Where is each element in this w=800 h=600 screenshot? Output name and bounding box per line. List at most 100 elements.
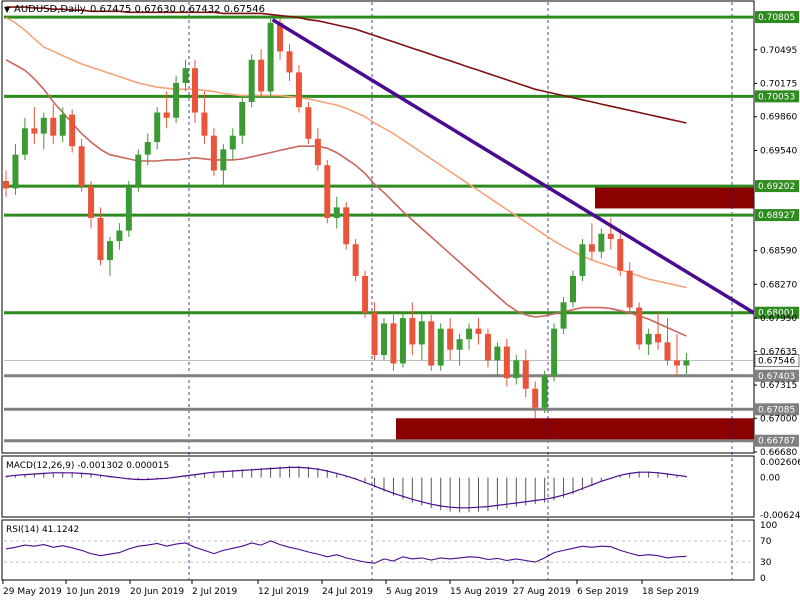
candle-body-6: [59, 114, 66, 136]
rsi-tick-label-2: 30: [760, 558, 772, 568]
level-label-3: 0.68927: [758, 211, 795, 221]
price-tick-label-5: 0.68270: [760, 280, 797, 290]
level-label-4: 0.68001: [758, 309, 795, 319]
date-axis: 29 May 2019 10 Jun 2019 20 Jun 2019 2 Jul 2…: [2, 580, 699, 597]
candle-body-56: [532, 388, 539, 408]
rsi-indicator: 100 70 30 0: [4, 521, 777, 584]
candle-body-14: [135, 154, 142, 187]
candle-body-40: [381, 323, 387, 355]
date-tick-label-6: 5 Aug 2019: [386, 587, 438, 597]
zone-0: [595, 187, 754, 209]
candle-body-35: [333, 207, 340, 218]
candle-body-16: [154, 112, 161, 143]
candle-body-44: [418, 321, 425, 345]
current-price-bg: [754, 354, 800, 367]
macd-tick-label-0: 0.002606: [760, 458, 800, 468]
candle-body-69: [655, 333, 662, 343]
moving-average-2: [6, 6, 687, 124]
candle-body-31: [295, 72, 302, 108]
collapse-triangle-icon[interactable]: ▼: [4, 5, 11, 14]
candle-body-27: [258, 59, 265, 92]
candle-body-42: [399, 318, 406, 364]
candle-body-49: [466, 328, 473, 340]
macd-panel-frame: [1, 455, 755, 518]
symbol-label: AUDUSD,Daily: [14, 4, 86, 15]
level-label-5: 0.67403: [758, 372, 795, 382]
macd-tick-label-1: 0.00: [760, 474, 780, 484]
candle-body-72: [683, 360, 690, 366]
level-label-bg-1: [755, 90, 799, 103]
candle-body-30: [286, 51, 293, 73]
candle-body-20: [192, 68, 198, 113]
candle-body-47: [447, 328, 454, 350]
candle-body-29: [277, 22, 284, 52]
macd-signal-line: [5, 466, 687, 509]
candle-body-45: [428, 321, 435, 366]
rsi-label: RSI(14) 41.1242: [6, 525, 79, 535]
candle-body-0: [3, 181, 9, 189]
candle-body-39: [371, 312, 378, 355]
date-tick-label-3: 2 Jul 2019: [192, 587, 237, 597]
main-panel-frame: [1, 0, 755, 454]
candle-body-13: [125, 186, 132, 231]
candle-body-57: [541, 376, 548, 408]
moving-averages: [5, 6, 687, 337]
moving-average-1: [5, 59, 687, 337]
date-tick-label-10: 18 Sep 2019: [642, 587, 699, 597]
candle-body-53: [503, 346, 510, 379]
candle-body-24: [229, 135, 236, 150]
candle-body-18: [173, 82, 180, 118]
level-label-bg-4: [755, 306, 799, 319]
candle-body-7: [69, 114, 76, 147]
candle-body-3: [31, 128, 38, 134]
candle-body-61: [579, 244, 586, 276]
price-tick-label-7: 0.67635: [760, 347, 797, 357]
level-label-2: 0.69202: [758, 182, 795, 192]
horizontal-levels: [4, 15, 754, 443]
date-tick-label-4: 12 Jul 2019: [258, 587, 309, 597]
candle-body-71: [673, 360, 680, 366]
candle-body-32: [305, 107, 312, 139]
level-label-bg-2: [755, 180, 799, 193]
candle-body-5: [50, 117, 57, 136]
candle-body-15: [144, 142, 151, 155]
candle-body-34: [324, 165, 331, 218]
candle-body-58: [551, 328, 558, 377]
candle-body-43: [409, 318, 416, 345]
candles: [3, 15, 690, 419]
trendline-layer: [271, 18, 755, 315]
candle-body-12: [116, 230, 123, 242]
level-label-bg-0: [755, 11, 799, 24]
candle-body-9: [88, 186, 95, 218]
price-axis: 0.70805 0.70053 0.69202 0.68927 0.68001 0.674…: [754, 11, 800, 458]
downtrend-line: [271, 18, 755, 315]
candle-body-55: [522, 360, 529, 389]
candle-body-54: [513, 360, 520, 379]
candle-body-4: [40, 117, 47, 134]
date-tick-label-5: 24 Jul 2019: [322, 587, 373, 597]
candle-body-64: [607, 233, 614, 240]
price-tick-label-9: 0.67000: [760, 414, 797, 424]
macd-indicator: 0.002606 0.00 -0.006248: [5, 458, 800, 521]
date-tick-label-2: 20 Jun 2019: [130, 587, 184, 597]
candle-body-25: [239, 101, 246, 136]
candle-body-17: [163, 112, 170, 118]
date-tick-label-1: 10 Jun 2019: [66, 587, 120, 597]
candle-body-66: [626, 270, 633, 308]
rsi-tick-label-0: 100: [760, 521, 777, 531]
level-label-6: 0.67085: [758, 405, 795, 415]
candle-body-67: [636, 307, 643, 345]
price-tick-label-2: 0.69860: [760, 113, 797, 123]
candle-body-28: [267, 22, 274, 92]
moving-average-0: [5, 16, 687, 289]
macd-label: MACD(12,26,9) -0.001302 0.000015: [6, 461, 169, 471]
level-label-0: 0.70805: [758, 13, 795, 23]
candle-body-26: [248, 59, 255, 102]
price-tick-label-3: 0.69540: [760, 146, 797, 156]
candle-body-11: [106, 241, 113, 261]
candle-body-36: [343, 207, 350, 245]
price-tick-label-1: 0.70175: [760, 79, 797, 89]
candle-body-38: [362, 275, 369, 313]
